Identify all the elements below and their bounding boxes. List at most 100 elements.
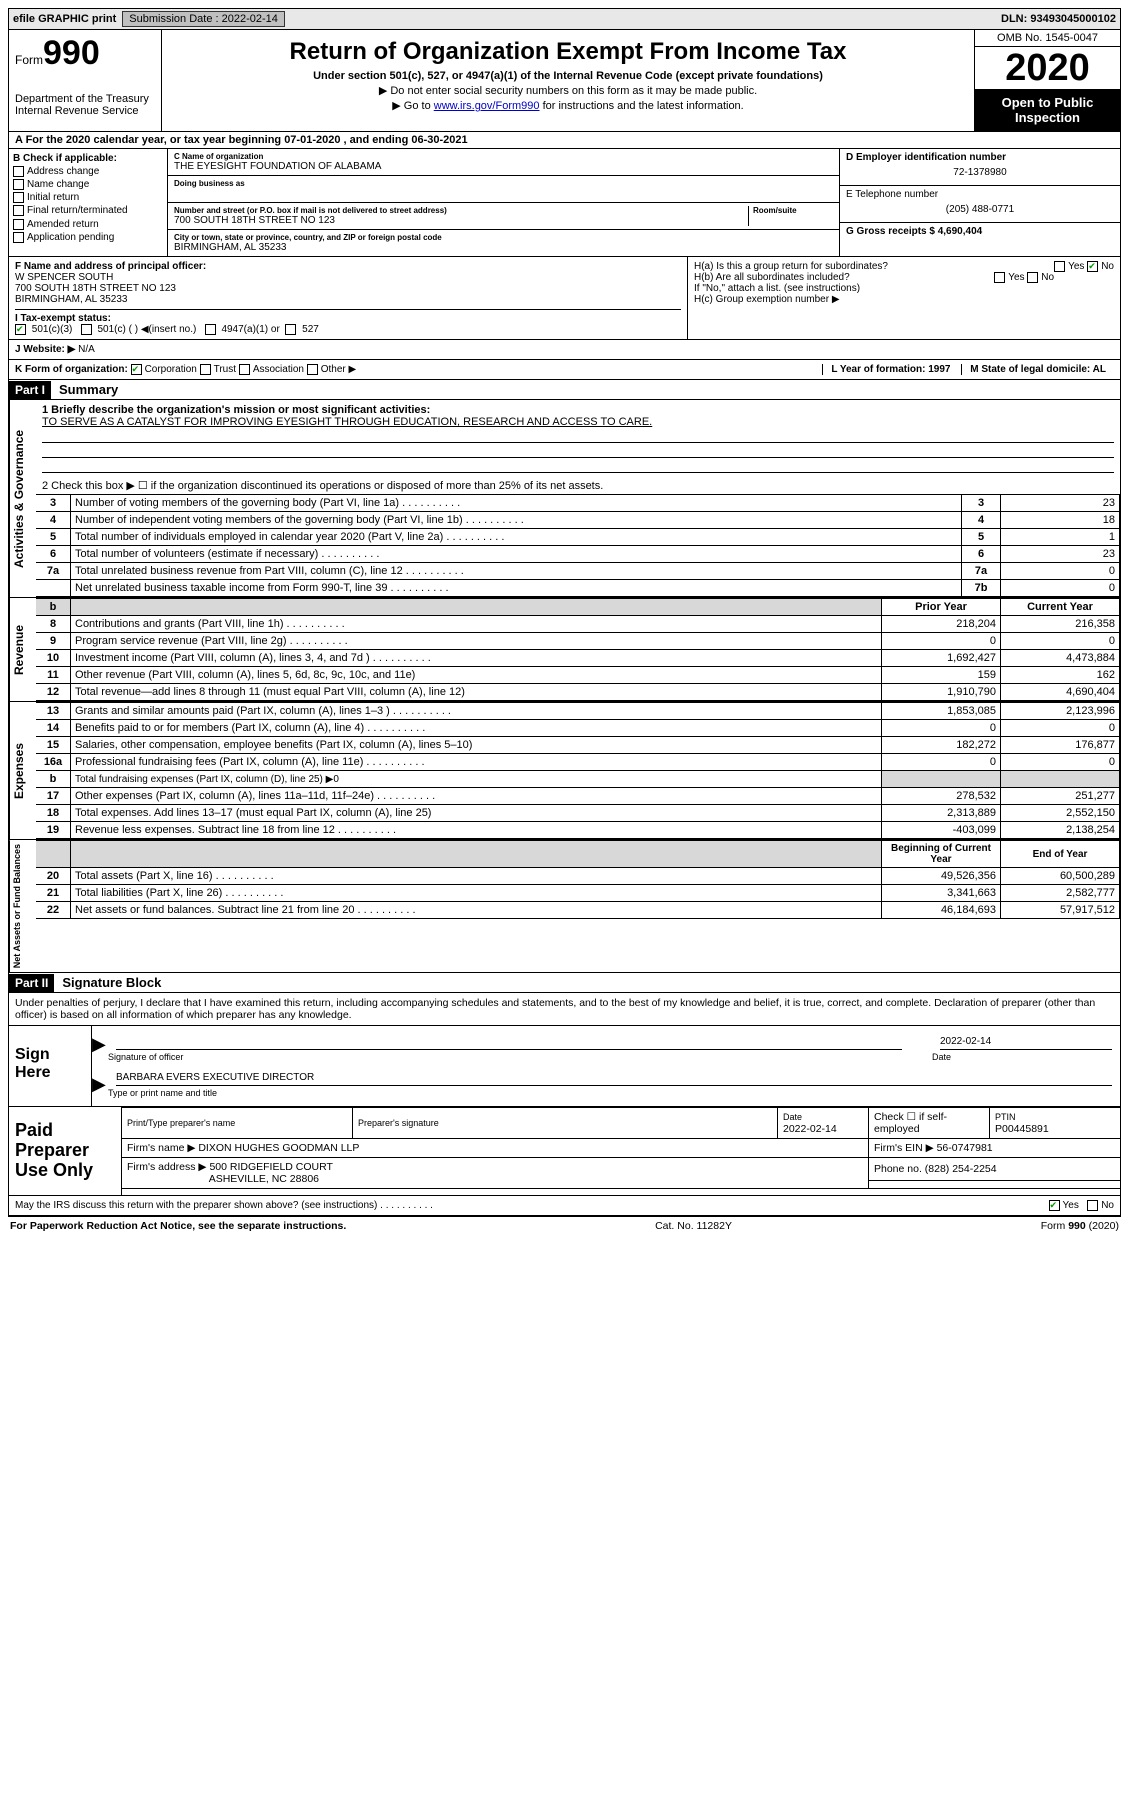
m-state: M State of legal domicile: AL <box>961 364 1114 375</box>
firm-addr2: ASHEVILLE, NC 28806 <box>209 1173 319 1185</box>
col-c: C Name of organization THE EYESIGHT FOUN… <box>168 149 840 256</box>
part2-title: Signature Block <box>54 973 169 992</box>
footer: For Paperwork Reduction Act Notice, see … <box>8 1216 1121 1235</box>
header-left: Form990 Department of the Treasury Inter… <box>9 30 162 131</box>
hc-label: H(c) Group exemption number ▶ <box>694 294 1114 305</box>
submission-date: Submission Date : 2022-02-14 <box>122 11 285 27</box>
open-inspection: Open to Public Inspection <box>975 89 1120 131</box>
officer-addr1: 700 SOUTH 18TH STREET NO 123 <box>15 283 681 294</box>
street: 700 SOUTH 18TH STREET NO 123 <box>174 215 748 226</box>
footer-left: For Paperwork Reduction Act Notice, see … <box>10 1220 346 1232</box>
cb-amended[interactable] <box>13 219 24 230</box>
cb-name-change[interactable] <box>13 179 24 190</box>
l-year: L Year of formation: 1997 <box>822 364 958 375</box>
k-label: K Form of organization: <box>15 364 128 375</box>
cb-527[interactable] <box>285 324 296 335</box>
org-name: THE EYESIGHT FOUNDATION OF ALABAMA <box>174 161 833 172</box>
rev-section: Revenue bPrior YearCurrent Year 8Contrib… <box>8 598 1121 702</box>
part1-label: Part I <box>9 381 51 399</box>
cb-hb-yes[interactable] <box>994 272 1005 283</box>
sig-name: BARBARA EVERS EXECUTIVE DIRECTOR <box>116 1070 1112 1086</box>
sig-officer-label: Signature of officer <box>108 1052 902 1062</box>
q2: 2 Check this box ▶ ☐ if the organization… <box>36 477 1120 494</box>
net-section: Net Assets or Fund Balances Beginning of… <box>8 840 1121 973</box>
sig-name-label: Type or print name and title <box>108 1088 1112 1098</box>
cb-initial-return[interactable] <box>13 192 24 203</box>
sig-wrap: Under penalties of perjury, I declare th… <box>8 993 1121 1107</box>
tax-status-label: I Tax-exempt status: <box>15 313 111 324</box>
cb-other[interactable] <box>307 364 318 375</box>
irs-link[interactable]: www.irs.gov/Form990 <box>434 100 540 112</box>
vlabel-gov: Activities & Governance <box>9 400 36 597</box>
cb-hb-no[interactable] <box>1027 272 1038 283</box>
omb-number: OMB No. 1545-0047 <box>975 30 1120 47</box>
form-title: Return of Organization Exempt From Incom… <box>168 38 968 66</box>
room-label: Room/suite <box>753 206 833 215</box>
col-b: B Check if applicable: Address change Na… <box>9 149 168 256</box>
discuss-row: May the IRS discuss this return with the… <box>8 1196 1121 1216</box>
exp-table: 13Grants and similar amounts paid (Part … <box>36 702 1120 839</box>
sig-date: 2022-02-14 <box>940 1034 1112 1050</box>
cb-final-return[interactable] <box>13 205 24 216</box>
cb-trust[interactable] <box>200 364 211 375</box>
org-name-label: C Name of organization <box>174 152 833 161</box>
fh-row: F Name and address of principal officer:… <box>8 257 1121 340</box>
paid-table: Print/Type preparer's name Preparer's si… <box>122 1107 1120 1189</box>
dln: DLN: 93493045000102 <box>1001 13 1116 25</box>
ein: 72-1378980 <box>846 163 1114 182</box>
sig-date-label: Date <box>932 1052 1112 1062</box>
footer-right: Form 990 (2020) <box>1041 1220 1119 1232</box>
perjury-text: Under penalties of perjury, I declare th… <box>9 993 1120 1025</box>
officer-addr2: BIRMINGHAM, AL 35233 <box>15 294 681 305</box>
col-b-heading: B Check if applicable: <box>13 153 163 164</box>
efile-link[interactable]: efile GRAPHIC print <box>13 13 116 25</box>
vlabel-exp: Expenses <box>9 702 36 839</box>
h-block: H(a) Is this a group return for subordin… <box>688 257 1120 339</box>
tax-year: 2020 <box>975 47 1120 89</box>
j-row: J Website: ▶ N/A <box>8 340 1121 360</box>
form-subtitle: Under section 501(c), 527, or 4947(a)(1)… <box>168 70 968 82</box>
phone-label: E Telephone number <box>846 189 1114 200</box>
net-table: Beginning of Current YearEnd of Year 20T… <box>36 840 1120 919</box>
form-number: 990 <box>43 34 100 72</box>
section-a: A For the 2020 calendar year, or tax yea… <box>8 132 1121 149</box>
header-center: Return of Organization Exempt From Incom… <box>162 30 974 131</box>
phone: (205) 488-0771 <box>846 200 1114 219</box>
note-ssn: ▶ Do not enter social security numbers o… <box>168 84 968 97</box>
city: BIRMINGHAM, AL 35233 <box>174 242 833 253</box>
header: Form990 Department of the Treasury Inter… <box>8 30 1121 132</box>
ptin: P00445891 <box>995 1123 1049 1135</box>
part1-header: Part I Summary <box>8 380 1121 400</box>
cb-address-change[interactable] <box>13 166 24 177</box>
arrow-icon: ▶ <box>92 1034 106 1055</box>
cb-discuss-yes[interactable] <box>1049 1200 1060 1211</box>
cb-assoc[interactable] <box>239 364 250 375</box>
cb-ha-yes[interactable] <box>1054 261 1065 272</box>
discuss-text: May the IRS discuss this return with the… <box>15 1200 433 1211</box>
cb-501c[interactable] <box>81 324 92 335</box>
cb-ha-no[interactable] <box>1087 261 1098 272</box>
paid-grid: Paid Preparer Use Only Print/Type prepar… <box>8 1107 1121 1195</box>
dba-label: Doing business as <box>174 179 833 188</box>
arrow-icon: ▶ <box>92 1074 106 1095</box>
city-label: City or town, state or province, country… <box>174 233 833 242</box>
cb-app-pending[interactable] <box>13 232 24 243</box>
hb-label: H(b) Are all subordinates included? <box>694 272 850 283</box>
paid-label: Paid Preparer Use Only <box>9 1107 122 1194</box>
website-label: J Website: ▶ <box>15 344 75 355</box>
part1-title: Summary <box>51 380 126 399</box>
firm-name: DIXON HUGHES GOODMAN LLP <box>198 1142 359 1154</box>
officer-label: F Name and address of principal officer: <box>15 261 681 272</box>
klm-row: K Form of organization: Corporation Trus… <box>8 360 1121 380</box>
gov-table: 3Number of voting members of the governi… <box>36 494 1120 597</box>
cb-4947[interactable] <box>205 324 216 335</box>
q1: 1 Briefly describe the organization's mi… <box>36 400 1120 477</box>
exp-section: Expenses 13Grants and similar amounts pa… <box>8 702 1121 840</box>
gov-section: Activities & Governance 1 Briefly descri… <box>8 400 1121 598</box>
cb-discuss-no[interactable] <box>1087 1200 1098 1211</box>
vlabel-net: Net Assets or Fund Balances <box>9 840 36 972</box>
mission-text: TO SERVE AS A CATALYST FOR IMPROVING EYE… <box>42 416 652 428</box>
cb-501c3[interactable] <box>15 324 26 335</box>
cb-corp[interactable] <box>131 364 142 375</box>
gross-receipts: G Gross receipts $ 4,690,404 <box>846 226 1114 237</box>
